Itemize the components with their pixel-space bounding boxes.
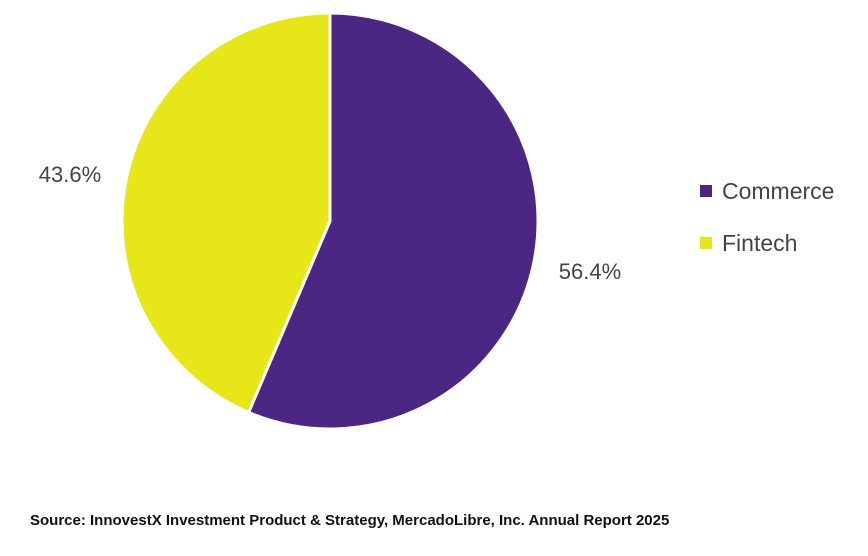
legend-swatch-commerce — [700, 185, 712, 197]
pie-slice-fintech — [120, 11, 332, 414]
source-note: Source: InnovestX Investment Product & S… — [30, 512, 670, 529]
legend-item-commerce: Commerce — [700, 178, 834, 204]
legend-item-fintech: Fintech — [700, 230, 834, 256]
slice-label-commerce: 56.4% — [559, 259, 621, 284]
legend-swatch-fintech — [700, 237, 712, 249]
pie-slice-labels: 56.4% 43.6% — [39, 162, 621, 284]
pie-chart: 56.4% 43.6% — [39, 11, 621, 431]
slice-label-fintech: 43.6% — [39, 162, 101, 187]
pie-slices — [120, 11, 540, 431]
pie-slice-commerce — [247, 11, 540, 431]
legend-label-commerce: Commerce — [722, 178, 835, 204]
legend-label-fintech: Fintech — [722, 230, 798, 256]
chart-legend: Commerce Fintech — [700, 178, 834, 282]
